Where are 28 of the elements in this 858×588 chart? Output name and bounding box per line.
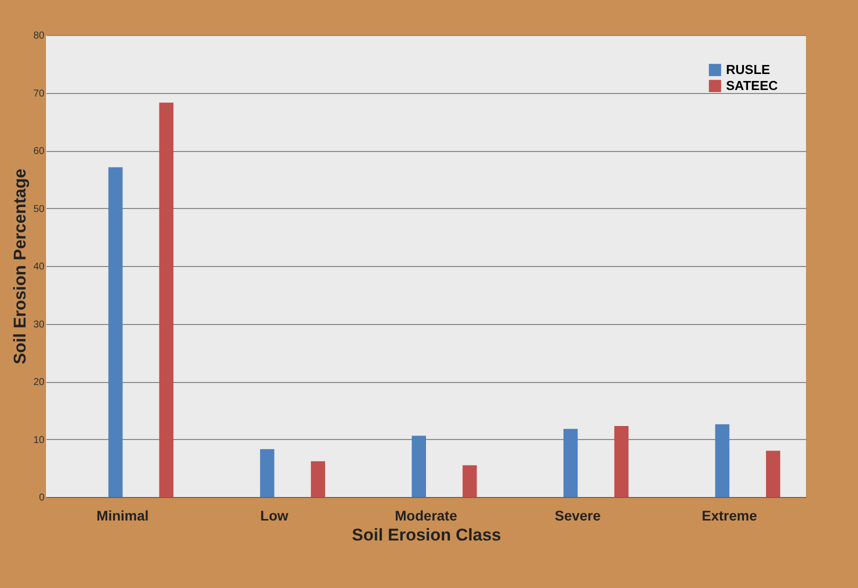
x-tick-label: Minimal — [96, 508, 149, 524]
x-tick-label: Extreme — [702, 508, 758, 524]
bar — [563, 428, 578, 497]
bar — [159, 102, 174, 497]
y-tick-label: 80 — [33, 30, 45, 42]
y-tick-label: 50 — [33, 204, 45, 215]
bar — [766, 450, 780, 497]
legend-label: SATEEC — [726, 78, 778, 93]
legend-label: RUSLE — [726, 62, 770, 77]
bar — [108, 167, 123, 497]
y-tick-label: 20 — [33, 377, 45, 388]
bar — [715, 424, 730, 497]
y-tick-label: 40 — [33, 262, 45, 272]
bar — [462, 465, 477, 497]
y-tick-label: 60 — [33, 146, 45, 157]
y-tick-label: 70 — [33, 88, 45, 100]
x-axis-title: Soil Erosion Class — [352, 526, 502, 544]
x-tick-label: Moderate — [394, 508, 458, 524]
bar — [260, 449, 274, 497]
bar — [412, 436, 426, 497]
x-tick-label: Severe — [554, 508, 601, 524]
x-tick-label: Low — [260, 508, 288, 524]
bar — [614, 426, 629, 497]
y-tick-label: 30 — [33, 319, 45, 330]
y-axis-title: Soil Erosion Percentage — [10, 168, 30, 364]
y-tick-label: 0 — [38, 492, 45, 504]
bar — [310, 461, 326, 497]
y-tick-label: 10 — [33, 434, 45, 446]
